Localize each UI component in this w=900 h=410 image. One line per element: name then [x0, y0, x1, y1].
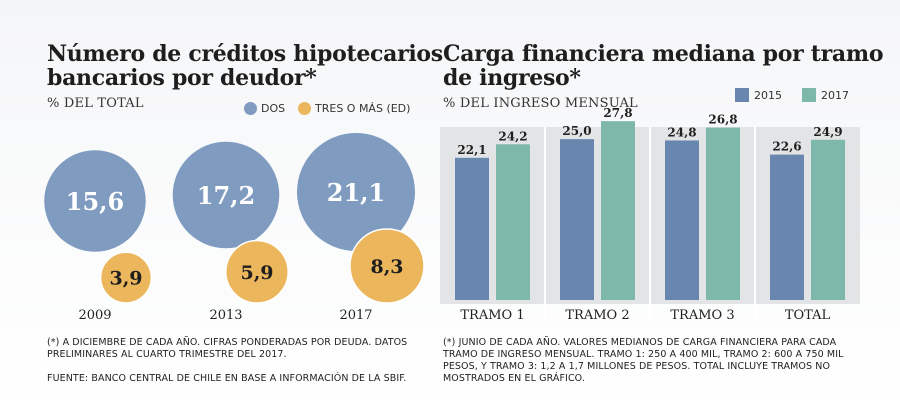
bubble-dos-label-2009: 15,6	[66, 187, 124, 216]
bar-footnote-line4: MOSTRADOS EN EL GRÁFICO.	[443, 373, 585, 384]
legend-label-dos: DOS	[261, 102, 286, 115]
bar-value-2015-total: 22,6	[772, 140, 801, 154]
bubble-chart-title-line1: Número de créditos hipotecarios	[47, 41, 443, 67]
bar-chart-title-line2: de ingreso*	[443, 65, 581, 91]
bar-chart: 22,1 24,2 TRAMO 1 25,0 27,8 TRAMO 2 24,8 26,8 TR…	[440, 106, 860, 324]
category-label-tramo-3: TRAMO 3	[670, 308, 734, 323]
bar-2017-total	[811, 139, 845, 300]
bubble-footnote-line2: PRELIMINARES AL CUARTO TRIMESTRE DEL 201…	[47, 349, 287, 360]
legend-swatch-2015	[735, 88, 749, 102]
bar-2017-tramo-2	[601, 121, 635, 300]
bar-chart-title-line1: Carga financiera mediana por tramo	[443, 41, 884, 67]
year-label-2013: 2013	[209, 308, 242, 323]
category-label-tramo-1: TRAMO 1	[460, 308, 524, 323]
bar-2015-tramo-3	[665, 140, 699, 300]
legend-label-2017: 2017	[821, 88, 849, 102]
bar-chart-footnote: (*) JUNIO DE CADA AÑO. VALORES MEDIANOS …	[443, 337, 844, 385]
bar-value-2017-tramo-1: 24,2	[498, 129, 527, 143]
legend-item-dos: DOS	[244, 102, 285, 115]
legend-swatch-2017	[802, 88, 816, 102]
year-label-2009: 2009	[78, 308, 111, 323]
bar-2017-tramo-3	[706, 127, 740, 300]
bubble-chart: 15,6 3,9 2009 17,2 5,9 2013 21,1 8,3 2017	[44, 133, 425, 323]
bar-chart-title: Carga financiera mediana por tramo de in…	[443, 41, 884, 91]
legend-item-2017: 2017	[802, 88, 849, 102]
bar-2017-tramo-1	[496, 144, 530, 300]
bar-value-2015-tramo-2: 25,0	[562, 124, 591, 138]
bar-footnote-line2: TRAMO DE INGRESO MENSUAL. TRAMO 1: 250 A…	[443, 349, 844, 360]
bar-2015-total	[770, 154, 804, 300]
legend-item-tres-o-mas: TRES O MÁS (ED)	[298, 102, 410, 115]
bubble-chart-subtitle: % DEL TOTAL	[47, 96, 144, 111]
legend-swatch-tres-o-mas	[298, 102, 311, 115]
bubble-chart-footnote: (*) A DICIEMBRE DE CADA AÑO. CIFRAS POND…	[47, 337, 407, 361]
bubble-tres-label-2009: 3,9	[109, 268, 142, 290]
bubble-tres-2009	[99, 251, 153, 304]
bar-value-2017-tramo-3: 26,8	[708, 113, 737, 127]
category-label-tramo-2: TRAMO 2	[565, 308, 629, 323]
bubble-dos-label-2017: 21,1	[327, 178, 385, 207]
bar-value-2017-tramo-2: 27,8	[603, 106, 632, 120]
bar-value-2017-total: 24,9	[813, 125, 842, 139]
bar-footnote-line3: PESOS, Y TRAMO 3: 1,2 A 1,7 MILLONES DE …	[443, 361, 831, 372]
bubble-tres-label-2013: 5,9	[240, 262, 273, 284]
bubble-footnote-line1: (*) A DICIEMBRE DE CADA AÑO. CIFRAS POND…	[47, 337, 408, 348]
bubble-tres-label-2017: 8,3	[370, 256, 403, 278]
bubble-dos-label-2013: 17,2	[197, 181, 255, 210]
bubble-dos-2013	[172, 141, 280, 249]
bar-value-2015-tramo-3: 24,8	[667, 125, 696, 139]
bar-value-2015-tramo-1: 22,1	[457, 143, 486, 157]
legend-label-2015: 2015	[754, 88, 782, 102]
bar-chart-subtitle: % DEL INGRESO MENSUAL	[443, 96, 638, 111]
bar-footnote-line1: (*) JUNIO DE CADA AÑO. VALORES MEDIANOS …	[443, 337, 837, 348]
year-label-2017: 2017	[339, 308, 372, 323]
bubble-chart-title: Número de créditos hipotecarios bancario…	[47, 42, 443, 90]
legend-label-tres-o-mas: TRES O MÁS (ED)	[315, 102, 411, 115]
bubble-chart-title-line2: bancarios por deudor*	[47, 65, 317, 91]
bar-2015-tramo-1	[455, 157, 489, 300]
bubble-dos-2009	[44, 150, 146, 252]
bubble-tres-2013	[225, 239, 289, 304]
bubble-dos-2017	[297, 133, 415, 251]
category-label-total: TOTAL	[785, 308, 831, 323]
legend-swatch-dos	[244, 102, 257, 115]
legend-item-2015: 2015	[735, 88, 782, 102]
bubble-tres-2017	[349, 228, 425, 304]
bar-2015-tramo-2	[560, 139, 594, 300]
bubble-chart-source: FUENTE: BANCO CENTRAL DE CHILE EN BASE A…	[47, 373, 407, 384]
